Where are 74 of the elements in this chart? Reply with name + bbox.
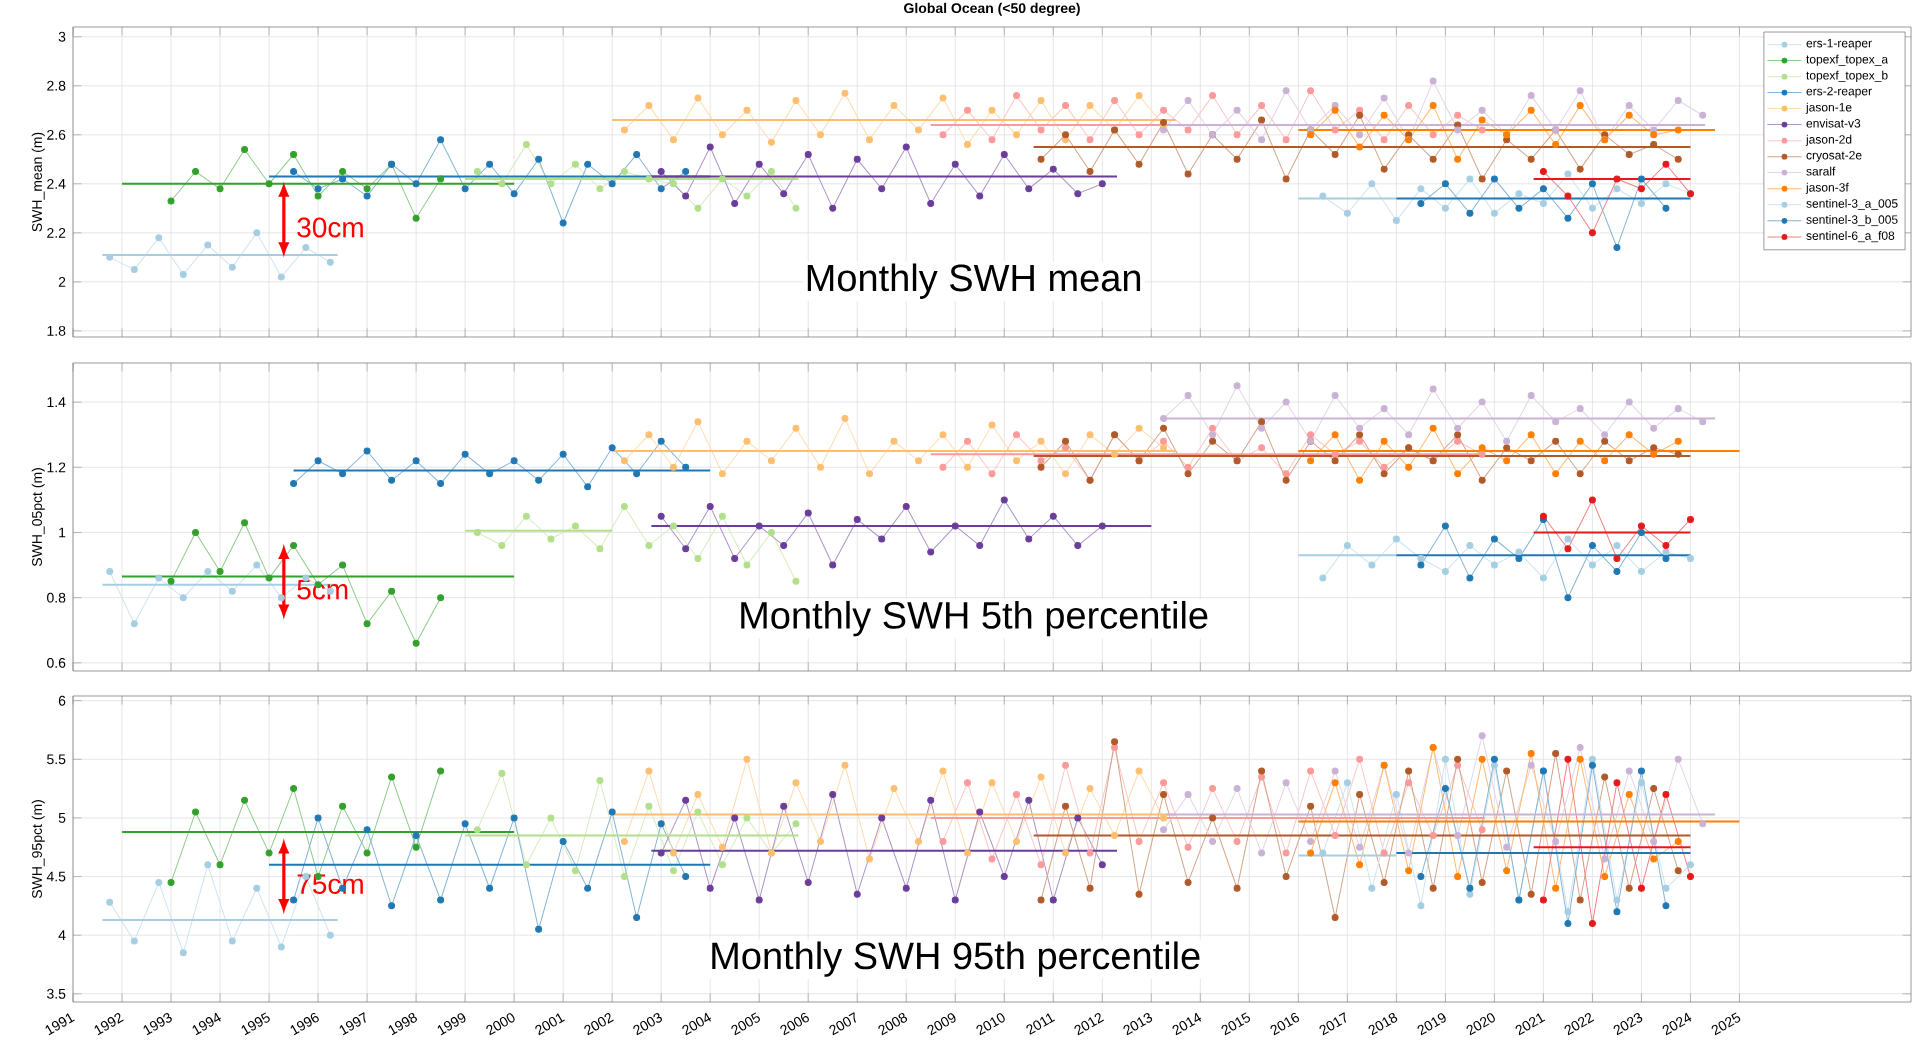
legend-label: cryosat-2e xyxy=(1806,150,1862,162)
legend-label: jason-3f xyxy=(1805,182,1849,194)
x-tick-label: 1993 xyxy=(143,1013,172,1036)
legend-label: sentinel-6_a_f08 xyxy=(1806,231,1895,243)
x-tick-label: 2003 xyxy=(633,1013,663,1036)
x-tick-label: 2018 xyxy=(1368,1013,1398,1036)
x-tick-label: 2022 xyxy=(1564,1013,1595,1036)
x-tick-label: 2023 xyxy=(1613,1013,1643,1036)
y-tick-label: 1 xyxy=(59,527,66,538)
x-tick-label: 1999 xyxy=(437,1013,466,1036)
x-tick-label: 2006 xyxy=(780,1013,809,1036)
legend-label: saralf xyxy=(1806,166,1836,176)
x-tick-label: 2013 xyxy=(1123,1013,1153,1036)
y-tick-label: 2.2 xyxy=(47,227,66,238)
x-tick-label: 2001 xyxy=(535,1013,565,1036)
x-tick-label: 1991 xyxy=(45,1013,75,1036)
annotation: Monthly SWH 95th percentile xyxy=(712,941,1200,977)
y-tick-label: 1.8 xyxy=(47,325,66,336)
y-tick-label: 0.8 xyxy=(47,592,66,603)
y-tick-label: 2.8 xyxy=(47,80,66,91)
x-tick-label: 2012 xyxy=(1074,1013,1104,1036)
x-tick-label: 2007 xyxy=(829,1012,857,1036)
legend-label: envisat-v3 xyxy=(1806,118,1861,128)
x-tick-label: 1995 xyxy=(241,1012,270,1036)
legend-label: topexf_topex_a xyxy=(1806,54,1889,66)
y-axis-title: SWH_05pct (m) xyxy=(31,468,45,567)
legend-label: ers-1-reaper xyxy=(1806,39,1872,50)
legend-label: sentinel-3_b_005 xyxy=(1806,214,1898,227)
y-tick-label: 4 xyxy=(58,930,66,940)
annotation: 30cm xyxy=(297,217,363,238)
x-tick-label: 2000 xyxy=(486,1013,515,1036)
x-tick-label: 2025 xyxy=(1711,1012,1741,1036)
y-axis-title: SWH_95pct (m) xyxy=(31,800,45,899)
y-tick-label: 1.4 xyxy=(47,397,66,407)
y-tick-label: 4.5 xyxy=(46,871,66,882)
x-tick-label: 1998 xyxy=(388,1013,417,1036)
x-tick-label: 1996 xyxy=(290,1013,319,1036)
x-tick-label: 2011 xyxy=(1026,1013,1055,1035)
legend-label: topexf_topex_b xyxy=(1806,70,1888,82)
chart-title: Global Ocean (<50 degree) xyxy=(904,2,1080,16)
y-tick-label: 2.4 xyxy=(47,178,66,189)
x-tick-label: 1997 xyxy=(339,1012,366,1036)
x-tick-label: 2017 xyxy=(1319,1012,1347,1036)
y-tick-label: 5 xyxy=(58,813,66,823)
x-tick-label: 2005 xyxy=(731,1012,760,1036)
x-tick-label: 2014 xyxy=(1172,1012,1202,1036)
x-tick-label: 2009 xyxy=(927,1013,956,1036)
x-tick-label: 2016 xyxy=(1270,1013,1300,1036)
x-tick-label: 2002 xyxy=(584,1013,614,1036)
y-tick-label: 5.5 xyxy=(47,754,66,765)
x-tick-label: 1994 xyxy=(192,1012,221,1036)
y-axis-title: SWH_mean (m) xyxy=(31,132,45,232)
y-tick-label: 2.6 xyxy=(47,129,66,140)
annotation: Monthly SWH 5th percentile xyxy=(741,600,1208,637)
y-tick-label: 1.2 xyxy=(47,462,66,473)
y-tick-label: 2 xyxy=(58,276,66,287)
x-tick-label: 2019 xyxy=(1417,1013,1446,1036)
legend-label: jason-1e xyxy=(1805,102,1852,114)
x-tick-label: 2008 xyxy=(878,1013,908,1036)
legend-label: ers-2-reaper xyxy=(1806,86,1872,98)
x-tick-label: 2015 xyxy=(1221,1012,1251,1036)
x-tick-label: 2010 xyxy=(976,1013,1005,1036)
x-tick-label: 2020 xyxy=(1466,1013,1495,1036)
x-tick-label: 2021 xyxy=(1515,1013,1546,1036)
y-tick-label: 0.6 xyxy=(47,657,66,668)
x-tick-label: 1992 xyxy=(94,1013,124,1036)
x-tick-label: 2024 xyxy=(1662,1012,1692,1036)
legend-label: sentinel-3_a_005 xyxy=(1806,198,1898,210)
x-tick-label: 2004 xyxy=(682,1012,712,1036)
legend-label: jason-2d xyxy=(1805,134,1852,147)
annotation: Monthly SWH mean xyxy=(807,263,1141,299)
y-tick-label: 3.5 xyxy=(47,988,66,999)
y-tick-label: 3 xyxy=(58,31,66,42)
y-tick-label: 6 xyxy=(58,695,66,706)
